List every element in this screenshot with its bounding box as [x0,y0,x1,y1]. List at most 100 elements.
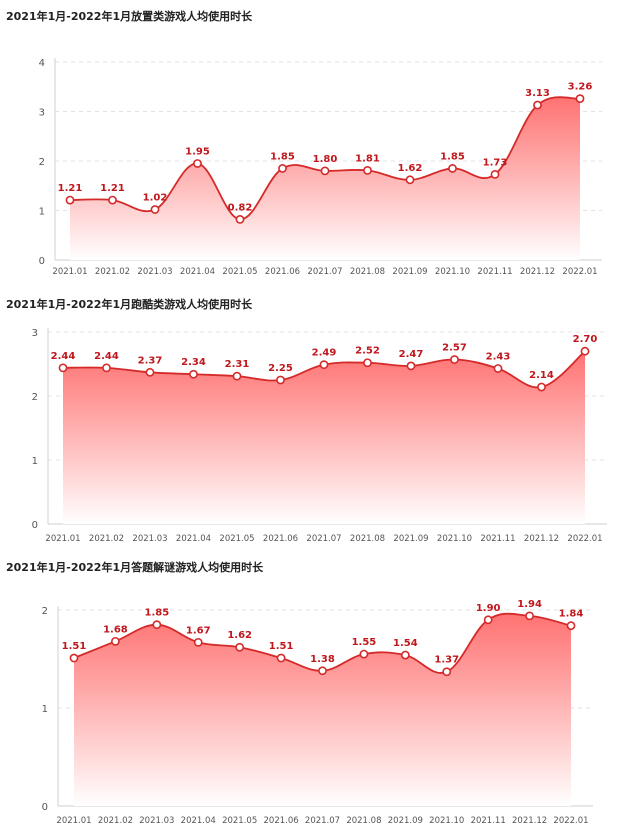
x-tick-label: 2022.01 [553,816,588,826]
x-tick-label: 2021.05 [222,267,257,277]
data-label: 1.81 [355,153,380,164]
data-point [537,382,546,392]
x-tick-label: 2021.10 [429,816,464,826]
y-tick-label: 0 [42,802,48,813]
data-label: 1.85 [270,151,295,162]
data-label: 1.38 [310,654,335,665]
data-point [525,611,534,621]
x-tick-label: 2021.12 [512,816,547,826]
x-tick-label: 2021.05 [222,816,257,826]
x-tick-label: 2021.10 [435,267,470,277]
data-label: 1.67 [186,625,211,636]
data-point [69,653,79,663]
x-tick-label: 2021.01 [52,267,87,277]
x-tick-label: 2021.03 [137,267,172,277]
x-tick-label: 2021.04 [180,267,215,277]
chart-svg: 0 1 2 1.51 2021.01 1.68 2021.02 1.85 2021.03 1.67… [42,599,593,826]
x-tick-label: 2021.03 [139,816,174,826]
chart-svg: 0 1 2 3 2.44 2021.01 2.44 2021.02 2.37 2021.03 2.3… [32,328,607,544]
data-label: 1.80 [313,154,338,165]
x-tick-label: 2021.05 [219,534,254,544]
data-label: 2.57 [442,343,467,354]
chart-title: 2021年1月-2022年1月放置类游戏人均使用时长 [6,10,253,23]
data-point [493,364,503,373]
data-point [150,205,160,214]
data-point [580,346,590,356]
data-label: 1.94 [517,599,542,610]
data-point [65,195,75,205]
area-fill [63,351,585,524]
data-label: 1.37 [434,655,459,666]
data-point [320,166,330,176]
data-label: 2.31 [225,359,250,370]
chart-title: 2021年1月-2022年1月跑酷类游戏人均使用时长 [6,298,253,311]
data-label: 1.73 [483,157,508,168]
x-tick-label: 2021.02 [95,267,130,277]
data-label: 1.51 [62,641,87,652]
x-tick-label: 2021.02 [89,534,124,544]
x-tick-label: 2021.06 [265,267,300,277]
data-point [363,166,372,175]
data-point [319,360,329,370]
data-point [58,363,68,373]
x-tick-label: 2021.12 [524,534,559,544]
data-point [400,650,410,660]
x-tick-label: 2021.12 [520,267,555,277]
x-tick-label: 2021.11 [480,534,515,544]
y-tick-label: 1 [32,456,38,467]
x-tick-label: 2021.11 [471,816,506,826]
data-label: 1.21 [100,183,125,194]
chart-svg: 0 1 2 3 4 1.21 2021.01 1.21 2021.02 1.02 2021.03 1.… [39,58,602,277]
data-point [533,100,542,110]
data-point [406,361,416,371]
y-tick-label: 3 [32,328,38,339]
x-tick-label: 2021.09 [392,267,427,277]
data-label: 2.52 [355,346,380,357]
data-point [405,175,415,185]
x-tick-label: 2021.08 [346,816,381,826]
data-point [363,358,372,368]
data-label: 2.43 [486,351,511,362]
x-tick-label: 2021.04 [176,534,211,544]
data-point [278,164,287,173]
data-label: 1.90 [476,603,501,614]
data-label: 2.14 [529,370,554,381]
data-point [189,369,198,379]
data-point [483,615,493,625]
data-label: 1.51 [269,641,294,652]
data-point [111,636,120,646]
y-tick-label: 1 [42,704,48,715]
data-label: 1.62 [398,163,423,174]
data-point [490,169,500,179]
data-label: 1.21 [58,183,83,194]
y-tick-label: 0 [32,520,38,531]
data-point [575,94,585,104]
x-tick-label: 2021.11 [477,267,512,277]
x-tick-label: 2021.04 [181,816,216,826]
data-label: 3.26 [568,82,593,93]
data-point [193,159,202,168]
data-point [276,653,286,663]
data-label: 2.70 [573,334,598,345]
chart-panel-parkour-games: 2021年1月-2022年1月跑酷类游戏人均使用时长 0 1 2 3 2.44 2021.… [0,290,641,550]
x-tick-label: 2021.01 [45,534,80,544]
y-tick-label: 3 [39,108,45,119]
data-point [232,371,242,381]
data-point [235,215,245,224]
data-point [152,620,162,630]
data-label: 1.55 [352,637,377,648]
y-tick-label: 2 [32,392,38,403]
data-label: 2.44 [51,351,76,362]
x-tick-label: 2022.01 [562,267,597,277]
x-tick-label: 2021.07 [307,267,342,277]
x-tick-label: 2021.02 [98,816,133,826]
x-tick-label: 2021.07 [306,534,341,544]
x-tick-label: 2021.07 [305,816,340,826]
data-label: 3.13 [525,88,550,99]
x-tick-label: 2021.06 [264,816,299,826]
y-tick-label: 2 [42,606,48,617]
data-label: 2.44 [94,351,119,362]
data-label: 2.25 [268,363,293,374]
data-label: 2.47 [399,349,424,360]
data-label: 1.95 [185,146,210,157]
